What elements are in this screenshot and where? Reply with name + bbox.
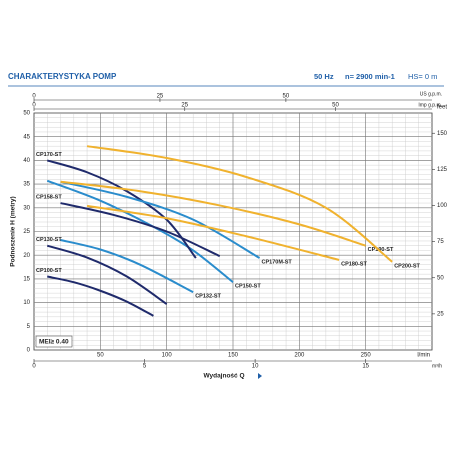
y2-tick-label: 125 (437, 167, 448, 173)
y-axis-label: Podnoszenie H (metry) (10, 196, 17, 266)
y-tick-label: 35 (23, 182, 30, 188)
x-tick-label: 50 (97, 353, 104, 359)
secondary-tick-label: 10 (252, 364, 259, 370)
secondary-tick-label: 50 (283, 94, 290, 100)
y2-tick-label: 50 (437, 275, 444, 281)
y-tick-label: 40 (23, 158, 30, 164)
curve-label: CP150-ST (235, 284, 261, 290)
secondary-tick-label: 15 (362, 364, 369, 370)
pump-curve (60, 180, 261, 259)
y2-unit: feet (437, 105, 447, 111)
y-tick-label: 10 (23, 300, 30, 306)
secondary-tick-label: 0 (32, 103, 36, 109)
secondary-tick-label: 25 (157, 94, 164, 100)
x-tick-label: 200 (294, 353, 305, 359)
y-tick-label: 30 (23, 205, 30, 211)
x-axis-arrow (258, 373, 262, 379)
pump-curve (46, 244, 168, 305)
pump-curve (86, 204, 340, 261)
title: CHARAKTERYSTYKA POMP (8, 72, 117, 81)
secondary-tick-label: 50 (332, 103, 339, 109)
curve-label: CP170-ST (36, 152, 62, 158)
curve-label: CP132-ST (195, 294, 221, 300)
y2-tick-label: 150 (437, 131, 448, 137)
y-tick-label: 5 (27, 324, 31, 330)
y2-tick-label: 75 (437, 239, 444, 245)
curve-label: CP180-ST (341, 261, 367, 267)
y-tick-label: 20 (23, 253, 30, 259)
curve-label: CP170M-ST (262, 259, 293, 265)
secondary-tick-label: 0 (32, 364, 36, 370)
y2-tick-label: 100 (437, 203, 448, 209)
hs: HS= 0 m (408, 72, 437, 81)
secondary-unit: US g.p.m. (420, 91, 442, 97)
secondary-tick-label: 25 (181, 103, 188, 109)
curve-label: CP158-ST (36, 195, 62, 201)
secondary-tick-label: 5 (143, 364, 147, 370)
x-tick-label: 250 (361, 353, 372, 359)
speed: n= 2900 min-1 (345, 72, 395, 81)
y2-tick-label: 25 (437, 311, 444, 317)
curve-label: CP130-ST (36, 237, 62, 243)
secondary-tick-label: 0 (32, 94, 36, 100)
pump-curve (60, 239, 194, 294)
pump-curve (46, 159, 197, 259)
pump-curve (86, 145, 393, 263)
pump-curve (47, 275, 154, 317)
pump-curve (60, 180, 366, 247)
y-tick-label: 25 (23, 229, 30, 235)
y-tick-label: 50 (23, 111, 30, 117)
annotation-box (35, 335, 73, 348)
curve-label: CP200-ST (394, 263, 420, 269)
x-unit: l/min (417, 353, 430, 359)
x-axis-label: Wydajność Q (203, 373, 244, 380)
y-tick-label: 45 (23, 134, 30, 140)
y-tick-label: 15 (23, 276, 30, 282)
annotation: MEI≥ 0.40 (39, 339, 69, 346)
curve-label: CP100-ST (36, 268, 62, 274)
secondary-unit: m³/h (432, 363, 442, 369)
curve-label: CP190-ST (368, 247, 394, 253)
secondary-unit: Imp g.p.m. (418, 102, 442, 108)
x-tick-label: 100 (162, 353, 173, 359)
x-tick-label: 150 (228, 353, 239, 359)
pump-curve (60, 202, 221, 258)
y-tick-label: 0 (27, 348, 31, 354)
frequency: 50 Hz (314, 72, 334, 81)
